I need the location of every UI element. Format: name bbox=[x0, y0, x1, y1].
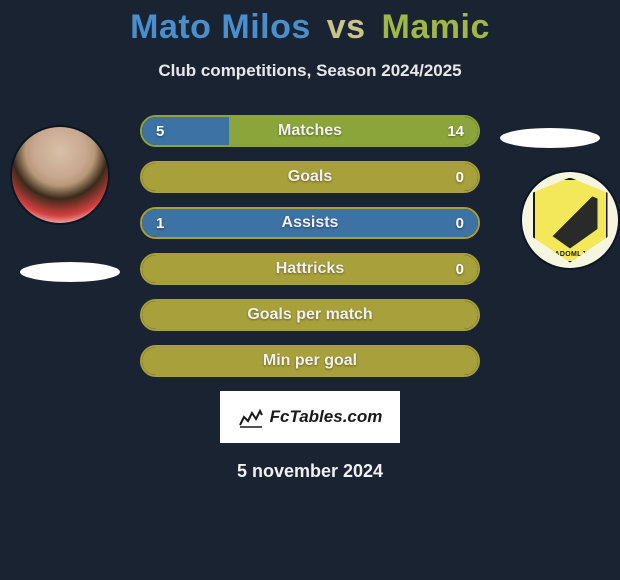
bar-mpg-label: Min per goal bbox=[142, 347, 478, 375]
bar-gpm-label: Goals per match bbox=[142, 301, 478, 329]
bar-hattricks-val-right: 0 bbox=[456, 255, 464, 283]
player1-name: Mato Milos bbox=[130, 8, 311, 46]
brand-logo-icon bbox=[238, 405, 264, 429]
bar-assists-label: Assists bbox=[142, 209, 478, 237]
bar-assists-val-left: 1 bbox=[156, 209, 164, 237]
bar-hattricks-label: Hattricks bbox=[142, 255, 478, 283]
bar-hattricks: Hattricks 0 bbox=[140, 253, 480, 285]
bar-assists-val-right: 0 bbox=[456, 209, 464, 237]
date-text: 5 november 2024 bbox=[0, 461, 620, 482]
player2-name: Mamic bbox=[382, 8, 490, 46]
bar-goals-label: Goals bbox=[142, 163, 478, 191]
player2-team-ellipse bbox=[500, 128, 600, 148]
bar-goals: Goals 0 bbox=[140, 161, 480, 193]
bar-assists: 1 Assists 0 bbox=[140, 207, 480, 239]
club-badge-text: RADOMLJE bbox=[535, 251, 606, 258]
stat-bars: 5 Matches 14 Goals 0 1 Assists 0 Hattric… bbox=[140, 115, 480, 377]
club-badge-icon: RADOMLJE bbox=[533, 178, 608, 263]
vs-text: vs bbox=[327, 8, 366, 46]
bar-matches-val-right: 14 bbox=[447, 117, 464, 145]
comparison-widget: Mato Milos vs Mamic Club competitions, S… bbox=[0, 0, 620, 482]
bar-gpm: Goals per match bbox=[140, 299, 480, 331]
bar-matches: 5 Matches 14 bbox=[140, 115, 480, 147]
bar-mpg: Min per goal bbox=[140, 345, 480, 377]
bar-matches-val-left: 5 bbox=[156, 117, 164, 145]
bar-goals-val-right: 0 bbox=[456, 163, 464, 191]
club-badge-inner-icon bbox=[543, 188, 598, 249]
player1-team-ellipse bbox=[20, 262, 120, 282]
player2-avatar: RADOMLJE bbox=[520, 170, 620, 270]
player1-avatar bbox=[10, 125, 110, 225]
page-title: Mato Milos vs Mamic bbox=[0, 0, 620, 47]
subtitle: Club competitions, Season 2024/2025 bbox=[0, 61, 620, 81]
bar-matches-label: Matches bbox=[142, 117, 478, 145]
brand-text: FcTables.com bbox=[270, 407, 383, 427]
brand-box[interactable]: FcTables.com bbox=[220, 391, 400, 443]
